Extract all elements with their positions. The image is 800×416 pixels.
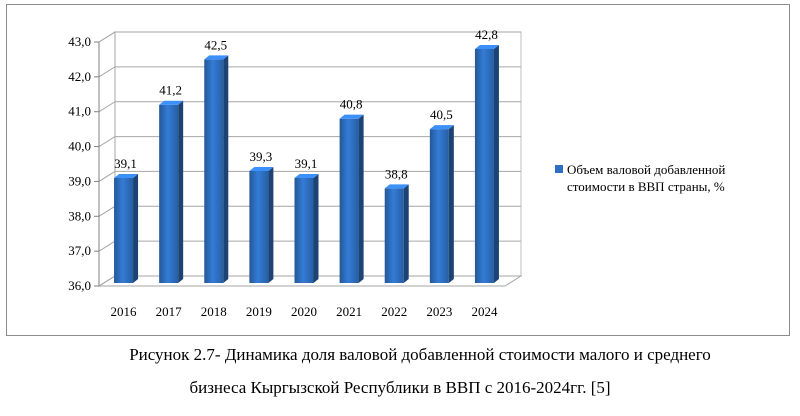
bar-top-2017	[159, 100, 184, 105]
bar-top-2016	[114, 173, 139, 178]
data-label-2024: 42,8	[475, 27, 498, 42]
bar-top-2020	[294, 173, 319, 178]
gridline	[98, 136, 521, 147]
legend-label-line-1: Объем валовой добавленной	[567, 162, 726, 177]
bar-2023	[429, 129, 449, 283]
bar-side-2016	[133, 173, 139, 283]
data-label-2017: 41,2	[159, 83, 182, 98]
bar-side-2023	[448, 125, 454, 284]
data-label-2019: 39,3	[250, 149, 273, 164]
legend-label-line-2: стоимости в ВВП страны, %	[567, 179, 725, 194]
back-wall-top	[99, 32, 521, 42]
bar-top-2019	[249, 166, 274, 171]
bar-side-2017	[178, 100, 184, 283]
bar-2019	[249, 170, 269, 283]
bar-2024	[474, 48, 494, 283]
y-tick-label: 36,0	[68, 278, 91, 293]
gridline	[98, 31, 521, 43]
data-label-2021: 40,8	[340, 97, 363, 112]
data-label-2020: 39,1	[295, 156, 318, 171]
bar-side-2020	[313, 173, 319, 283]
x-tick-label-2022: 2022	[381, 304, 407, 319]
data-label-2022: 38,8	[385, 166, 408, 181]
bar-side-2019	[268, 166, 274, 283]
x-tick-label-2023: 2023	[426, 304, 452, 319]
bar-side-2022	[403, 184, 409, 283]
figure-caption-line-2: бизнеса Кыргызской Республики в ВВП с 20…	[189, 378, 611, 397]
bar-2020	[294, 177, 314, 283]
gridline	[98, 66, 521, 78]
bar-top-2023	[429, 125, 454, 130]
gridline	[98, 101, 521, 113]
y-tick-label: 38,0	[68, 208, 91, 223]
data-label-2023: 40,5	[430, 107, 453, 122]
y-tick-label: 39,0	[68, 173, 91, 188]
chart-frame: 36,0 37,0 38,0 39,0 40,0 41,0 42,0 43,0 39,1 2016…	[6, 4, 790, 336]
bar-side-2024	[493, 44, 499, 283]
data-label-2018: 42,5	[204, 37, 227, 52]
chart-plot: 36,0 37,0 38,0 39,0 40,0 41,0 42,0 43,0 39,1 2016…	[68, 27, 523, 319]
bar-side-2021	[358, 114, 364, 283]
y-tick-label: 40,0	[68, 139, 91, 154]
x-tick-label-2024: 2024	[471, 304, 498, 319]
data-label-2016: 39,1	[114, 156, 137, 171]
x-tick-label-2020: 2020	[291, 304, 317, 319]
bar-2016	[114, 177, 134, 283]
bar-side-2018	[223, 55, 229, 283]
x-tick-label-2018: 2018	[201, 304, 227, 319]
side-wall	[98, 31, 116, 287]
bar-top-2021	[339, 114, 364, 119]
figure-caption-line-1: Рисунок 2.7- Динамика доля валовой добав…	[129, 345, 711, 364]
bar-2017	[159, 104, 179, 283]
x-tick-label-2017: 2017	[156, 304, 183, 319]
bar-2022	[384, 188, 404, 283]
y-tick-label: 43,0	[68, 34, 91, 49]
bar-top-2022	[384, 184, 409, 189]
y-tick-label: 42,0	[68, 69, 91, 84]
bar-2021	[339, 118, 359, 283]
y-tick-label: 37,0	[68, 243, 91, 258]
legend-label: Объем валовой добавленной стоимости в ВВ…	[567, 161, 777, 195]
bar-top-2024	[474, 44, 499, 49]
bar-2018	[204, 59, 224, 283]
y-tick-label: 41,0	[68, 104, 91, 119]
bar-top-2018	[204, 55, 229, 60]
legend-swatch	[555, 165, 563, 173]
gridline	[98, 170, 521, 182]
x-tick-label-2019: 2019	[246, 304, 272, 319]
x-tick-label-2021: 2021	[336, 304, 362, 319]
x-tick-label-2016: 2016	[111, 304, 138, 319]
